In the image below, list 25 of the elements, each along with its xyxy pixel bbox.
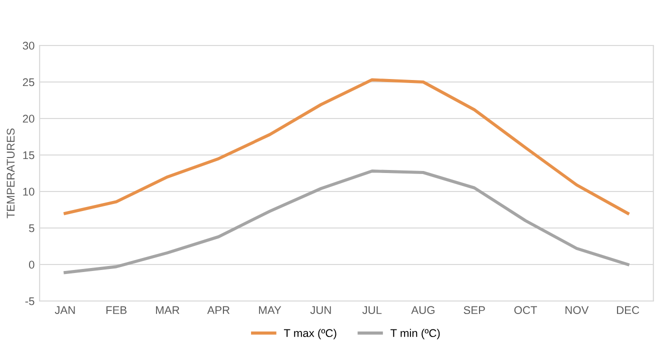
x-tick-label: MAR bbox=[156, 306, 180, 314]
line-series bbox=[64, 78, 630, 215]
y-tick-label: 20 bbox=[22, 114, 34, 123]
x-tick-label: MAY bbox=[259, 306, 282, 314]
y-tick-label: 25 bbox=[22, 78, 34, 86]
x-tick-label: APR bbox=[207, 306, 230, 314]
y-tick-label: 5 bbox=[29, 224, 34, 232]
y-tick-label: 0 bbox=[28, 260, 34, 269]
x-tick-label: NOV bbox=[566, 306, 589, 314]
legend-label: T max (ºC) bbox=[284, 328, 336, 340]
y-tick-label: -5 bbox=[25, 297, 34, 306]
x-tick-label: JAN bbox=[54, 306, 75, 314]
x-tick-label: DEC bbox=[617, 306, 640, 314]
x-tick-label: JUN bbox=[310, 306, 331, 314]
legend-label: T min (ºC) bbox=[390, 328, 440, 340]
y-axis-title: TEMPERATURES bbox=[6, 128, 15, 218]
y-tick-label: 15 bbox=[23, 151, 34, 160]
y-tick-label: 10 bbox=[23, 188, 34, 196]
x-tick-label: JUL bbox=[362, 306, 382, 314]
y-tick-label: 30 bbox=[22, 42, 34, 50]
x-tick-label: FEB bbox=[106, 306, 127, 314]
x-tick-label: AUG bbox=[411, 306, 434, 314]
x-tick-label: OCT bbox=[514, 306, 537, 314]
line-series bbox=[64, 170, 630, 274]
x-tick-label: SEP bbox=[464, 306, 485, 314]
